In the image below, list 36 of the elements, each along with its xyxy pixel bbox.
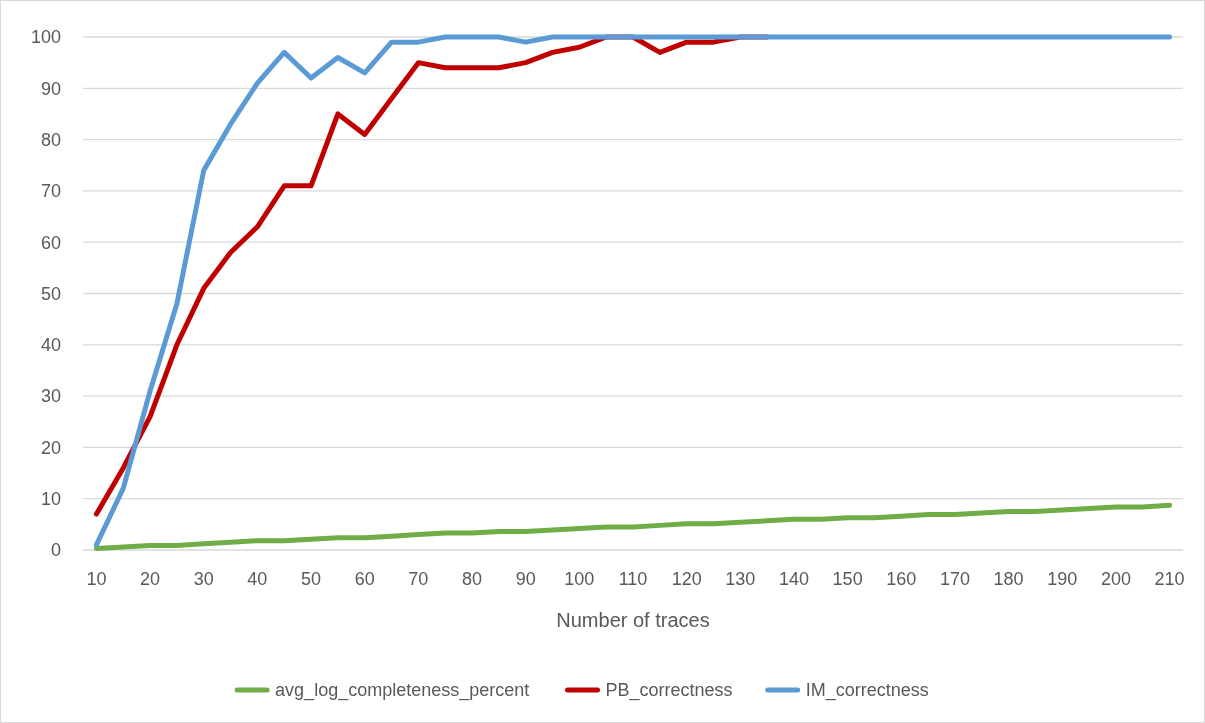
y-tick-label: 40 [40, 335, 61, 356]
x-tick-label: 80 [462, 569, 483, 589]
x-tick-label: 190 [1047, 569, 1078, 589]
x-tick-label: 70 [408, 569, 429, 589]
y-tick-label: 30 [40, 386, 61, 407]
x-tick-label: 50 [301, 569, 322, 589]
x-tick-label: 100 [564, 569, 595, 589]
x-tick-label: 180 [993, 569, 1024, 589]
legend-label: IM_correctness [805, 680, 929, 702]
x-tick-label: 120 [671, 569, 702, 589]
y-tick-label: 0 [50, 540, 61, 561]
x-tick-label: 20 [140, 569, 161, 589]
x-tick-label: 30 [193, 569, 214, 589]
x-tick-label: 110 [618, 569, 648, 589]
legend-label: avg_log_completeness_percent [275, 680, 530, 702]
y-tick-label: 90 [40, 78, 61, 99]
y-tick-label: 80 [40, 129, 61, 150]
x-tick-label: 40 [247, 569, 268, 589]
y-tick-label: 100 [30, 27, 61, 48]
x-tick-label: 170 [939, 569, 970, 589]
x-tick-label: 210 [1154, 569, 1185, 589]
y-tick-label: 10 [40, 489, 61, 509]
x-tick-label: 160 [886, 569, 917, 589]
x-tick-label: 10 [86, 569, 107, 589]
legend-label: PB_correctness [605, 680, 733, 702]
x-axis-title: Number of traces [556, 609, 710, 631]
y-tick-label: 60 [40, 232, 61, 253]
x-tick-label: 60 [354, 569, 375, 589]
x-tick-label: 150 [832, 569, 863, 589]
x-tick-label: 200 [1100, 569, 1131, 589]
y-tick-label: 50 [40, 283, 61, 304]
y-tick-label: 70 [40, 181, 61, 202]
x-tick-label: 140 [778, 569, 809, 589]
x-tick-label: 90 [515, 569, 536, 589]
y-tick-label: 20 [40, 437, 61, 458]
x-tick-label: 130 [725, 569, 756, 589]
